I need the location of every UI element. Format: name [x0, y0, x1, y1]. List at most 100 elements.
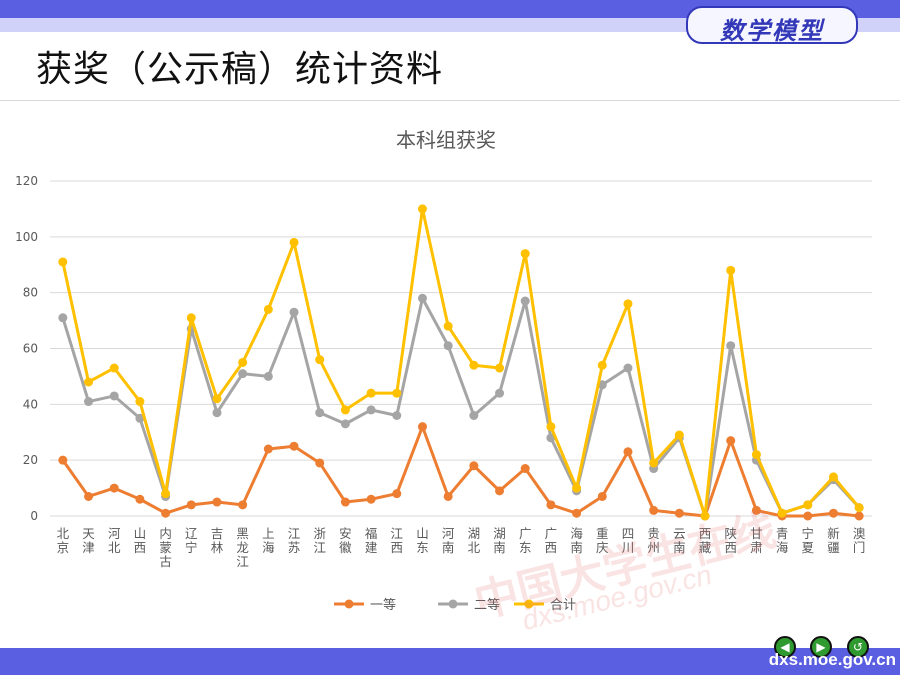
series-3-point	[520, 249, 530, 259]
x-tick-label: 黑龙江	[236, 526, 249, 569]
top-banner-shade	[0, 18, 900, 32]
series-3-point	[84, 377, 94, 387]
series-1-point	[417, 422, 427, 432]
series-3-point	[135, 397, 145, 407]
topic-badge: 数学模型	[686, 6, 858, 45]
series-2-point	[417, 293, 427, 303]
series-3-point	[212, 394, 222, 404]
series-line-3	[61, 207, 861, 518]
footer-url: dxs.moe.gov.cn	[768, 650, 896, 669]
next-slide-button[interactable]: ▶	[810, 636, 832, 658]
legend-marker-1	[344, 599, 354, 609]
series-1-point	[443, 491, 453, 501]
series-1-point	[263, 444, 273, 454]
series-3-point	[340, 405, 350, 415]
x-tick-label: 江苏	[288, 526, 301, 555]
series-3-point	[186, 313, 196, 323]
series-1-point	[289, 441, 299, 451]
series-1-point	[495, 486, 505, 496]
series-3-point	[597, 360, 607, 370]
line-chart: 本科组获奖 0 20 40 60 80 100 120 北京天津河北山西内蒙古辽宁吉林黑龙江上海…	[15, 128, 872, 613]
series-1-point	[597, 491, 607, 501]
x-tick-label: 河南	[442, 526, 455, 555]
series-1-point	[649, 505, 659, 515]
x-tick-label: 新疆	[827, 526, 840, 555]
series-2-point	[469, 411, 479, 420]
series-2-point	[263, 371, 273, 381]
series-1-point	[135, 494, 145, 504]
prev-slide-button[interactable]: ◀	[774, 636, 796, 658]
series-2-point	[58, 313, 68, 323]
series-1-point	[315, 458, 325, 468]
series-1-point	[623, 447, 633, 457]
series-2-point	[289, 307, 299, 317]
series-3-point	[854, 503, 864, 513]
series-3-point	[366, 388, 376, 398]
series-3-point	[263, 304, 273, 314]
series-1-point	[161, 508, 171, 518]
series-2-point	[443, 341, 453, 351]
series-2-point	[135, 413, 145, 423]
series-1-point	[238, 500, 248, 510]
series-2-point	[212, 408, 222, 418]
series-3-point	[469, 360, 479, 370]
series-2-point	[520, 296, 530, 306]
x-tick-label: 云南	[673, 526, 686, 555]
series-1-point	[751, 505, 761, 515]
series-2-point	[84, 397, 94, 407]
series-3-point	[803, 500, 813, 510]
x-tick-label: 湖南	[493, 526, 506, 555]
x-tick-label: 贵州	[647, 526, 660, 555]
legend-label-2: 二等	[474, 597, 500, 613]
series-3-point	[726, 265, 736, 275]
x-tick-label: 广西	[545, 526, 558, 555]
series-line-2	[61, 296, 861, 518]
y-tick-label: 60	[23, 342, 38, 356]
x-tick-label: 安徽	[339, 526, 352, 555]
x-tick-label: 湖北	[468, 526, 481, 555]
series-2-point	[392, 411, 402, 420]
x-tick-label: 澳门	[853, 526, 866, 555]
series-3-point	[495, 363, 505, 373]
series-3-point	[315, 355, 325, 365]
series-2-point	[109, 391, 119, 401]
y-tick-label: 120	[15, 174, 38, 188]
series-3-point	[392, 388, 402, 398]
series-3-point	[572, 483, 582, 493]
series-1-point	[340, 497, 350, 507]
page-title: 获奖（公示稿）统计资料	[36, 49, 444, 90]
x-tick-label: 天津	[82, 526, 95, 555]
series-2-point	[315, 408, 325, 418]
chart-title: 本科组获奖	[396, 128, 496, 152]
series-1-point	[109, 483, 119, 493]
return-button[interactable]: ↺	[847, 636, 869, 658]
series-1-point	[546, 500, 556, 510]
series-1-point	[392, 489, 402, 499]
x-tick-label: 宁夏	[802, 526, 815, 555]
series-1-point	[828, 508, 838, 518]
series-3-point	[751, 450, 761, 460]
series-1-point	[58, 455, 68, 465]
x-tick-label: 甘肃	[750, 526, 763, 555]
series-3-point	[238, 357, 248, 367]
x-tick-label: 海南	[570, 526, 583, 555]
series-3-point	[828, 472, 838, 482]
chart-area: 本科组获奖 0 20 40 60 80 100 120 北京 天津 河北 山西 内蒙古 辽宁 吉林 黑龙江 上海…	[0, 100, 900, 650]
series-2-point	[366, 405, 376, 415]
x-tick-label: 内蒙古	[159, 526, 172, 569]
x-tick-label: 上海	[262, 526, 275, 555]
series-3-point	[674, 430, 684, 440]
x-tick-label: 福建	[365, 526, 378, 555]
series-3-point	[289, 237, 299, 247]
series-1-point	[186, 500, 196, 510]
series-3-point	[161, 489, 171, 499]
legend-marker-3	[524, 599, 534, 609]
series-1-point	[572, 508, 582, 518]
x-tick-label: 西藏	[699, 526, 712, 555]
series-2-point	[623, 363, 633, 373]
series-3-point	[546, 422, 556, 432]
top-banner	[0, 0, 900, 18]
series-2-point	[340, 419, 350, 429]
series-3-point	[109, 363, 119, 373]
series-1-point	[520, 464, 530, 474]
